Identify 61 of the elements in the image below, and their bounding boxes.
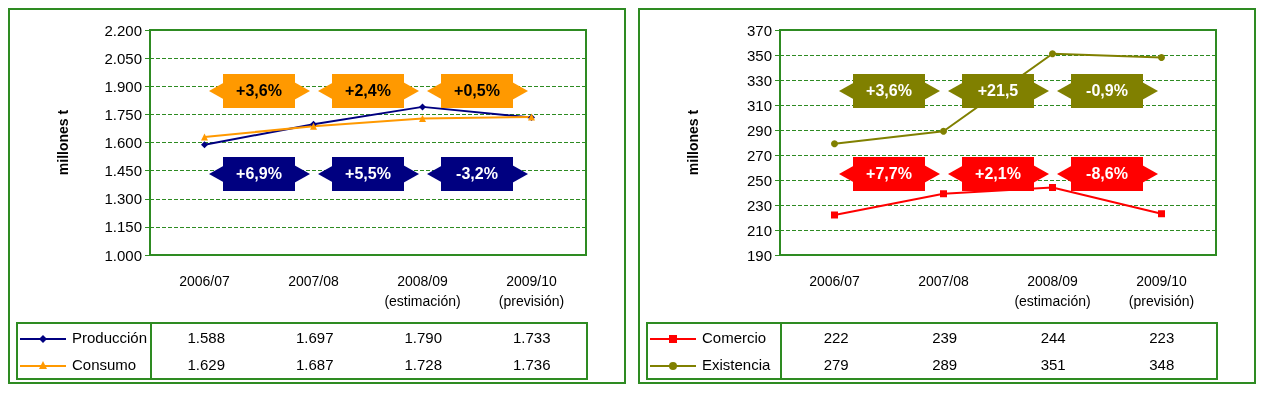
data-label: 289: [931, 355, 959, 375]
data-label: 1.733: [511, 328, 552, 348]
legend-label: Consumo: [17, 351, 151, 379]
data-label: 1.687: [294, 355, 335, 375]
data-label: 1.697: [294, 328, 335, 348]
data-label: 244: [1039, 328, 1067, 348]
x-tick-label: 2008/09 (estimación): [384, 273, 461, 309]
legend-label: Producción: [17, 323, 151, 351]
annotation: +6,9%: [223, 157, 295, 191]
data-label: 279: [822, 355, 850, 375]
x-tick-label: 2007/08: [288, 273, 340, 289]
data-label: 1.728: [403, 355, 443, 375]
annotation: +21,5: [962, 73, 1034, 108]
y-tick-label: 250: [746, 171, 772, 189]
annotation: -3,2%: [441, 157, 513, 191]
x-tick-label: 2009/10 (previsión): [498, 273, 565, 309]
annotation: +5,5%: [332, 157, 404, 191]
data-label: 348: [1148, 355, 1176, 375]
x-tick-label: 2006/07: [179, 273, 231, 289]
y-tick-label: 1.300: [104, 190, 142, 208]
data-label: 1.629: [186, 355, 226, 375]
data-label: 1.790: [403, 328, 443, 348]
annotation: +7,7%: [853, 157, 925, 191]
x-tick-label: 2009/10 (previsión): [1128, 273, 1195, 309]
annotation: +3,6%: [853, 73, 925, 108]
y-tick-label: 370: [746, 21, 772, 39]
y-tick-label: 290: [746, 121, 772, 139]
y-tick-label: 1.900: [104, 77, 142, 95]
y-tick-label: 270: [746, 146, 772, 164]
y-tick-label: 1.000: [104, 246, 142, 264]
x-tick-label: 2008/09 (estimación): [1014, 273, 1091, 309]
annotation: -0,9%: [1071, 73, 1143, 108]
legend-label: Comercio: [647, 323, 781, 351]
x-tick-label: 2007/08: [918, 273, 970, 289]
y-tick-label: 310: [746, 96, 772, 114]
annotation: +3,6%: [223, 73, 295, 108]
data-label: 223: [1148, 328, 1176, 348]
y-tick-label: 230: [746, 196, 772, 214]
y-axis-title: millones t: [685, 109, 701, 176]
annotation: +2,1%: [962, 157, 1034, 191]
data-label: 1.588: [186, 328, 226, 348]
data-label: 351: [1039, 355, 1067, 375]
y-tick-label: 330: [746, 71, 772, 89]
legend-label: Existencia: [647, 351, 781, 379]
y-tick-label: 1.450: [104, 162, 142, 180]
data-label: 222: [822, 328, 850, 348]
y-tick-label: 1.750: [104, 105, 142, 123]
data-label: 1.736: [511, 355, 552, 375]
y-tick-label: 1.150: [104, 218, 142, 236]
y-tick-label: 350: [746, 46, 772, 64]
annotation: -8,6%: [1071, 157, 1143, 191]
x-tick-label: 2006/07: [809, 273, 861, 289]
data-label: 239: [931, 328, 959, 348]
annotation: +0,5%: [441, 73, 513, 108]
annotation: +2,4%: [332, 73, 404, 108]
y-tick-label: 2.200: [104, 21, 142, 39]
y-axis-title: millones t: [55, 109, 71, 176]
y-tick-label: 190: [746, 246, 772, 264]
y-tick-label: 2.050: [104, 49, 142, 67]
y-tick-label: 210: [746, 221, 772, 239]
y-tick-label: 1.600: [104, 134, 142, 151]
